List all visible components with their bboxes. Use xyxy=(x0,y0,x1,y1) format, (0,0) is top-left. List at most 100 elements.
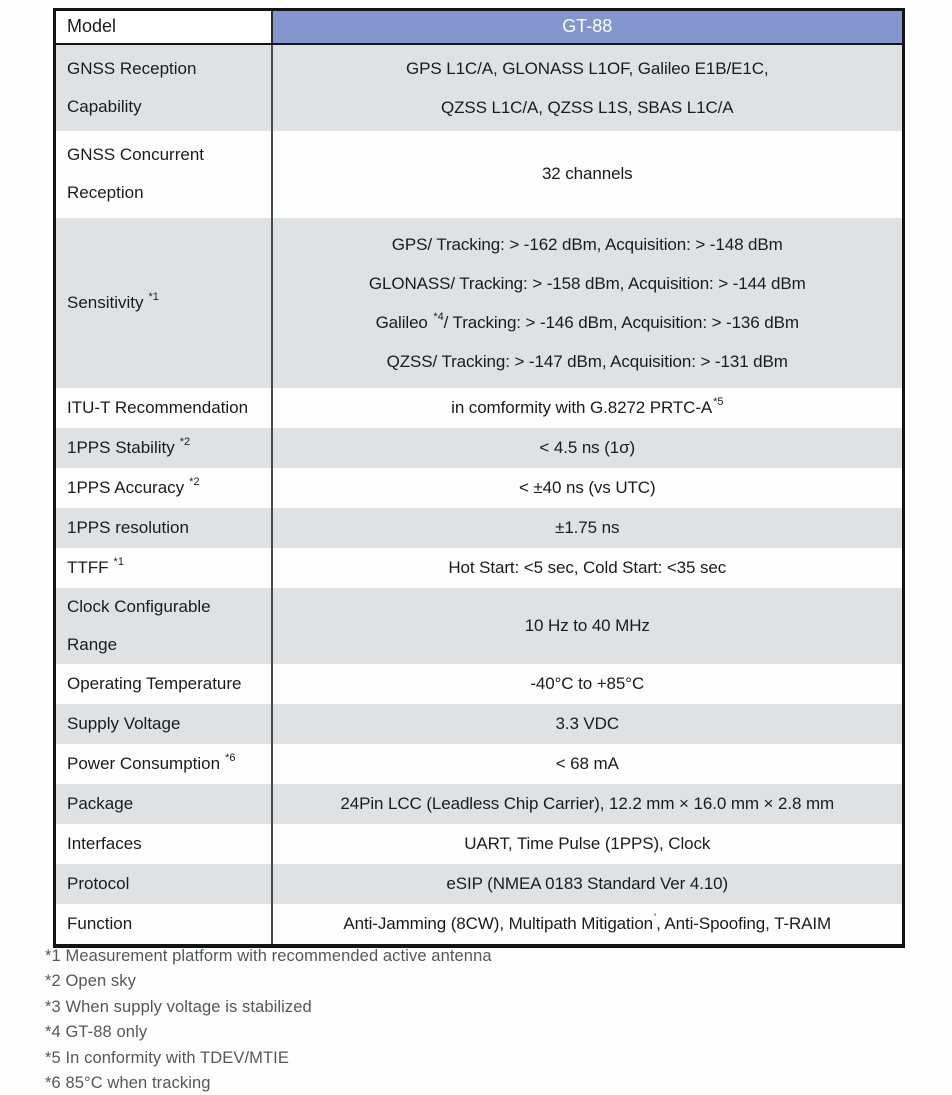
spec-label-cell: Sensitivity *1 xyxy=(54,217,272,388)
spec-value-cell: 32 channels xyxy=(270,130,904,218)
spec-label-cell: Interfaces xyxy=(55,824,272,864)
spec-value: < 4.5 ns (1σ) xyxy=(539,437,636,457)
product-name-header-cell: GT-88 xyxy=(270,9,904,45)
spec-value-segment: / Tracking: > -146 dBm, Acquisition: > -… xyxy=(443,312,799,332)
spec-label-cell: GNSS Reception Capability xyxy=(54,43,272,131)
spec-row-sensitivity: Sensitivity *1 GPS/ Tracking: > -162 dBm,… xyxy=(54,217,904,388)
spec-row-function: Function Anti-Jamming (8CW), Multipath M… xyxy=(55,903,904,946)
spec-row-itut: ITU-T Recommendation in comformity with … xyxy=(55,387,904,428)
spec-label: ITU-T Recommendation xyxy=(67,397,249,417)
footnote-marker: *1 xyxy=(113,555,124,568)
footnotes: *1 Measurement platform with recommended… xyxy=(45,944,492,1095)
spec-value: 32 channels xyxy=(541,164,633,183)
footnote-marker: *5 xyxy=(713,395,724,408)
spec-label-cell: Protocol xyxy=(54,863,272,904)
spec-value-line: Galileo *4/ Tracking: > -146 dBm, Acquis… xyxy=(274,303,902,342)
spec-value-cell: GPS/ Tracking: > -162 dBm, Acquisition: … xyxy=(270,217,904,388)
footnote: *2 Open sky xyxy=(45,972,136,991)
spec-label: GNSS Concurrent Reception xyxy=(67,145,204,202)
spec-value-cell: in comformity with G.8272 PRTC-A*5 xyxy=(270,387,904,428)
spec-value-cell: Hot Start: <5 sec, Cold Start: <35 sec xyxy=(270,547,904,588)
spec-row-clock-range: Clock Configurable Range 10 Hz to 40 MHz xyxy=(54,587,904,664)
spec-value-line: GPS L1C/A, GLONASS L1OF, Galileo E1B/E1C… xyxy=(405,58,769,78)
spec-value-cell: 24Pin LCC (Leadless Chip Carrier), 12.2 … xyxy=(270,783,904,824)
model-header-label: Model xyxy=(67,16,117,37)
spec-value-cell: ±1.75 ns xyxy=(270,507,904,548)
spec-value-cell: GPS L1C/A, GLONASS L1OF, Galileo E1B/E1C… xyxy=(270,43,904,131)
spec-value: Hot Start: <5 sec, Cold Start: <35 sec xyxy=(448,557,727,577)
spec-table: Model GT-88 GNSS Reception Capability GP… xyxy=(53,8,905,948)
spec-label-cell: Package xyxy=(54,783,272,824)
spec-label: Supply Voltage xyxy=(67,713,181,733)
spec-label: Function xyxy=(67,913,133,933)
footnote: *4 GT-88 only xyxy=(45,1023,148,1042)
spec-value: ±1.75 ns xyxy=(555,517,620,537)
product-name: GT-88 xyxy=(562,16,613,37)
spec-label: Interfaces xyxy=(67,833,142,853)
spec-value-segment: Galileo xyxy=(375,312,433,332)
spec-value-cell: < 68 mA xyxy=(270,743,904,784)
spec-row-gnss-concurrent: GNSS Concurrent Reception 32 channels xyxy=(55,130,904,218)
spec-value-cell: eSIP (NMEA 0183 Standard Ver 4.10) xyxy=(270,863,904,904)
spec-value: -40°C to +85°C xyxy=(530,673,645,693)
spec-label-cell: Operating Temperature xyxy=(55,664,272,704)
spec-value-cell: < 4.5 ns (1σ) xyxy=(270,427,904,468)
footnote: *6 85°C when tracking xyxy=(45,1074,211,1093)
spec-label: Operating Temperature xyxy=(67,673,242,693)
spec-label-cell: 1PPS Stability *2 xyxy=(54,427,272,468)
spec-value: < 68 mA xyxy=(555,753,619,773)
spec-label-cell: ITU-T Recommendation xyxy=(55,388,272,428)
spec-label: Package xyxy=(67,793,134,813)
spec-label: 1PPS resolution xyxy=(67,517,189,537)
spec-row-interfaces: Interfaces UART, Time Pulse (1PPS), Cloc… xyxy=(55,823,904,864)
footnote-marker: *2 xyxy=(179,435,191,448)
footnote-marker: *4 xyxy=(433,310,444,323)
spec-label-cell: Function xyxy=(55,904,272,946)
spec-row-operating-temp: Operating Temperature -40°C to +85°C xyxy=(55,663,904,704)
table-header-row: Model GT-88 xyxy=(54,9,904,45)
spec-label-cell: Clock Configurable Range xyxy=(54,587,272,664)
footnote: *1 Measurement platform with recommended… xyxy=(45,947,492,965)
spec-row-gnss-reception: GNSS Reception Capability GPS L1C/A, GLO… xyxy=(54,43,904,131)
footnote: *5 In conformity with TDEV/MTIE xyxy=(45,1048,289,1067)
spec-value-line: GLONASS/ Tracking: > -158 dBm, Acquisiti… xyxy=(368,273,806,293)
spec-label-cell: GNSS Concurrent Reception xyxy=(55,131,272,218)
spec-value: 10 Hz to 40 MHz xyxy=(524,615,650,635)
spec-value-line: QZSS/ Tracking: > -147 dBm, Acquisition:… xyxy=(386,351,788,371)
spec-value-cell: Anti-Jamming (8CW), Multipath Mitigation… xyxy=(270,903,904,946)
spec-label: Protocol xyxy=(67,873,130,893)
footnote-marker: ' xyxy=(654,911,657,924)
spec-label: 1PPS Stability xyxy=(67,437,175,457)
spec-value-cell: -40°C to +85°C xyxy=(270,663,904,704)
footnote-marker: *2 xyxy=(189,475,200,488)
spec-value-line: QZSS L1C/A, QZSS L1S, SBAS L1C/A xyxy=(440,97,734,117)
spec-value-segment: Anti-Jamming (8CW), Multipath Mitigation xyxy=(343,913,654,933)
footnote-marker: *6 xyxy=(225,751,236,764)
spec-label: Clock Configurable Range xyxy=(67,596,211,654)
spec-label: 1PPS Accuracy xyxy=(67,477,185,497)
spec-label-cell: 1PPS resolution xyxy=(54,507,272,548)
spec-row-1pps-resolution: 1PPS resolution ±1.75 ns xyxy=(54,507,904,548)
spec-value-cell: 10 Hz to 40 MHz xyxy=(270,587,904,664)
spec-value-cell: 3.3 VDC xyxy=(270,703,904,744)
spec-value: 24Pin LCC (Leadless Chip Carrier), 12.2 … xyxy=(340,793,835,813)
spec-value-segment: , Anti-Spoofing, T-RAIM xyxy=(656,913,832,933)
spec-row-protocol: Protocol eSIP (NMEA 0183 Standard Ver 4.… xyxy=(54,863,904,904)
spec-label-cell: 1PPS Accuracy *2 xyxy=(55,468,272,508)
spec-value-cell: < ±40 ns (vs UTC) xyxy=(270,467,904,508)
spec-value: in comformity with G.8272 PRTC-A xyxy=(451,397,713,417)
spec-label: Sensitivity xyxy=(67,292,144,312)
spec-value-cell: UART, Time Pulse (1PPS), Clock xyxy=(270,823,904,864)
spec-label-cell: Supply Voltage xyxy=(54,703,272,744)
spec-value-line: GPS/ Tracking: > -162 dBm, Acquisition: … xyxy=(391,234,783,254)
spec-row-1pps-stability: 1PPS Stability *2 < 4.5 ns (1σ) xyxy=(54,427,904,468)
spec-value: eSIP (NMEA 0183 Standard Ver 4.10) xyxy=(446,873,729,893)
spec-label: TTFF xyxy=(67,557,109,577)
spec-value: UART, Time Pulse (1PPS), Clock xyxy=(464,833,711,853)
spec-row-package: Package 24Pin LCC (Leadless Chip Carrier… xyxy=(54,783,904,824)
footnote: *3 When supply voltage is stabilized xyxy=(45,997,312,1016)
spec-value: 3.3 VDC xyxy=(555,713,620,733)
spec-value: < ±40 ns (vs UTC) xyxy=(518,477,656,497)
spec-row-supply-voltage: Supply Voltage 3.3 VDC xyxy=(54,703,904,744)
